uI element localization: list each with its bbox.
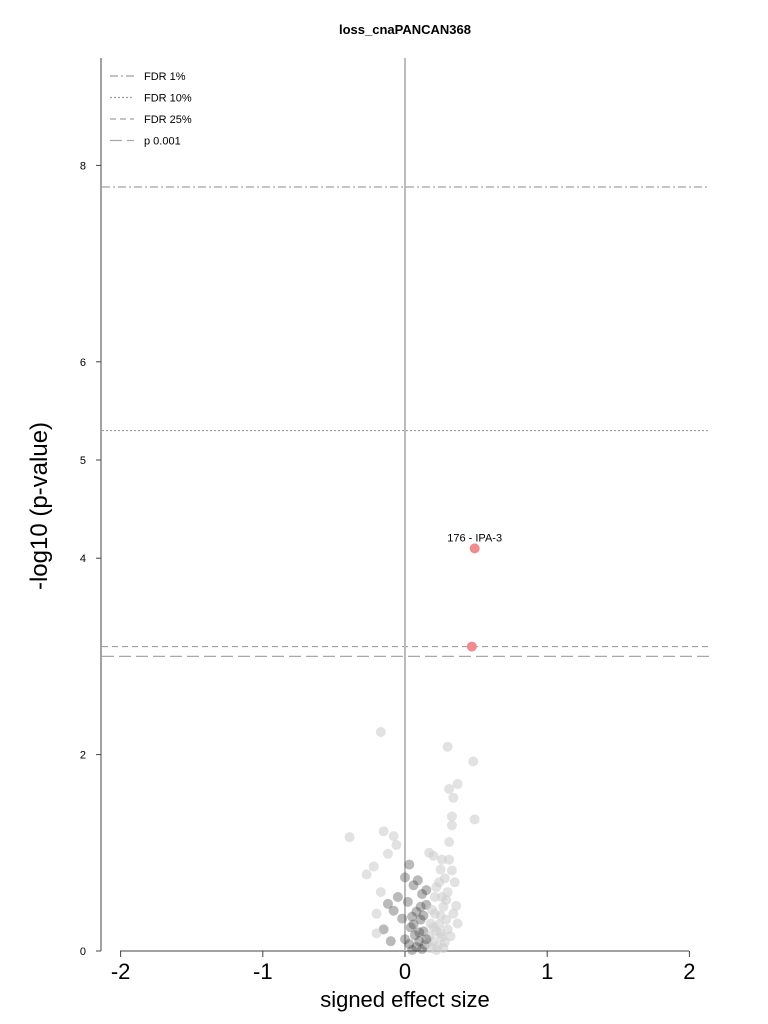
legend-label: p 0.001 [144,136,181,148]
significant-points: 176 - IPA-3 [447,532,502,652]
data-point [428,850,439,861]
data-point [435,910,446,921]
data-point [371,908,382,919]
y-ticks: 0 2 4 5 6 8 [80,160,101,958]
data-point [441,894,452,905]
data-point [451,900,462,911]
data-point [375,727,386,738]
data-point [371,928,382,939]
data-point [417,889,428,900]
y-tick-label: 0 [80,946,86,958]
data-point [382,848,393,859]
data-point [444,836,455,847]
data-point [415,914,426,925]
data-point [444,783,455,794]
data-point [391,839,402,850]
data-point [444,854,455,865]
data-point [392,891,403,902]
y-tick-label: 8 [80,160,86,172]
data-point [414,936,425,947]
data-point [414,927,425,938]
data-point [446,865,457,876]
data-point [452,779,463,790]
data-point [378,826,389,837]
significant-point [466,641,477,652]
nonsignificant-points [344,727,480,956]
x-axis-label: signed effect size [320,987,490,1012]
data-point [412,875,423,886]
data-point [411,942,422,953]
data-point [408,919,419,930]
data-point [385,936,396,947]
data-point [448,908,459,919]
data-point [344,832,355,843]
data-point [435,864,446,875]
y-tick-label: 2 [80,750,86,762]
x-ticks: -2 -1 0 1 2 [111,951,696,984]
data-point [448,792,459,803]
data-point [404,939,415,950]
y-axis-label: -log10 (p-value) [26,422,53,590]
data-point [442,887,453,898]
data-point [402,896,413,907]
x-tick-label: -1 [253,959,273,984]
legend-label: FDR 10% [144,93,192,105]
data-point [411,906,422,917]
point-annotation: 176 - IPA-3 [447,532,502,544]
data-point [408,880,419,891]
x-tick-label: 0 [399,959,411,984]
chart-title: loss_cnaPANCAN368 [339,22,471,37]
data-point [415,901,426,912]
data-point [405,922,416,933]
data-point [428,922,439,933]
data-point [446,820,457,831]
legend-label: FDR 25% [144,114,192,126]
data-point [446,811,457,822]
data-point [429,891,440,902]
data-point [445,931,456,942]
data-point [435,928,446,939]
data-point [421,885,432,896]
y-tick-label: 6 [80,357,86,369]
data-point [434,877,445,888]
data-point [404,859,415,870]
y-tick-label: 4 [80,553,86,565]
data-point [431,945,442,956]
y-tick-label: 5 [80,455,86,467]
data-point [407,911,418,922]
legend-label: FDR 1% [144,71,186,83]
significant-point [469,543,480,554]
data-point [436,854,447,865]
data-point [418,910,429,921]
data-point [397,913,408,924]
data-point [427,904,438,915]
data-point [361,869,372,880]
data-point [422,938,433,949]
x-tick-label: -2 [111,959,131,984]
data-point [421,934,432,945]
data-point [407,945,418,956]
data-point [468,756,479,767]
data-point [442,741,453,752]
data-point [449,877,460,888]
x-tick-label: 1 [541,959,553,984]
data-point [400,872,410,883]
data-point [375,887,386,898]
x-tick-label: 2 [683,959,695,984]
data-point [368,861,379,872]
data-point [388,831,399,842]
data-point [409,930,420,941]
data-point [388,905,399,916]
data-point [452,918,463,929]
legend: FDR 1% FDR 10% FDR 25% p 0.001 [110,71,192,148]
data-point [382,898,393,909]
data-point [400,934,410,945]
data-point [469,814,480,825]
